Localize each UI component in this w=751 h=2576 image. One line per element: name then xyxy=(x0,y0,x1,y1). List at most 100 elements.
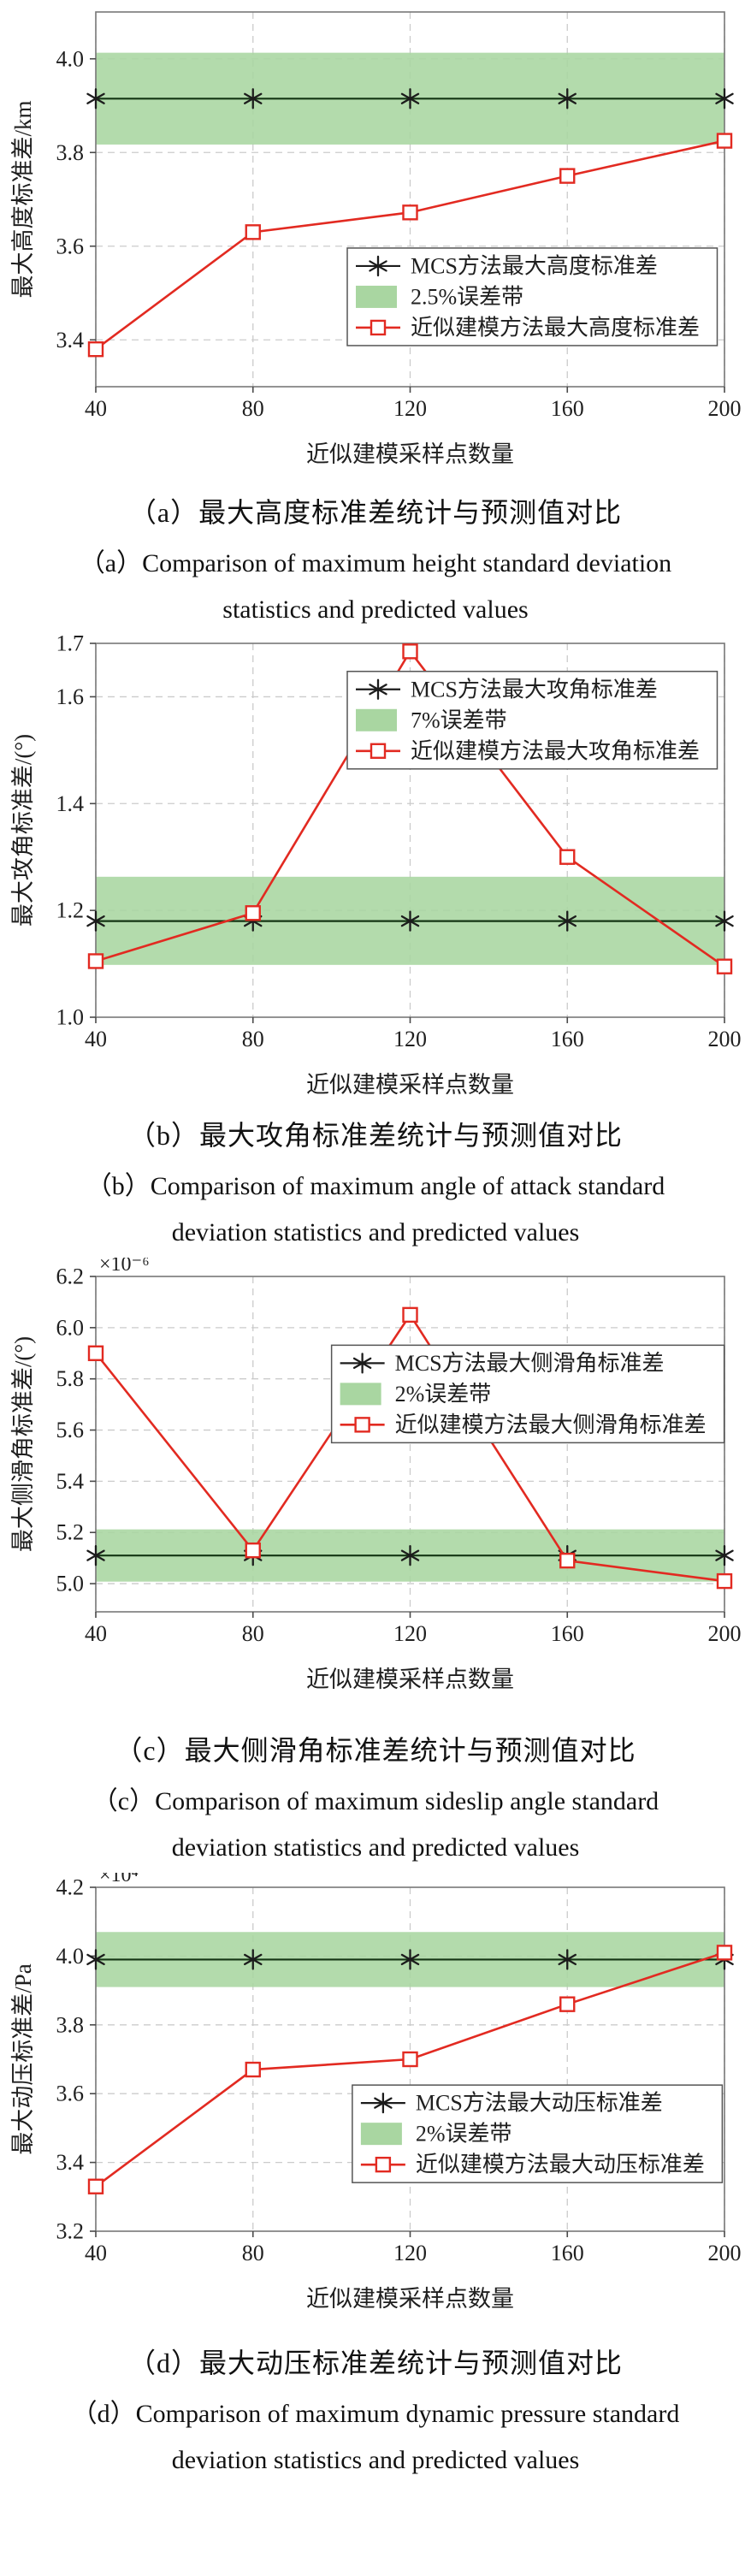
legend-label: 近似建模方法最大侧滑角标准差 xyxy=(395,1412,707,1437)
legend-label: 7%误差带 xyxy=(411,708,507,732)
svg-text:200: 200 xyxy=(708,2241,742,2265)
svg-text:6.2: 6.2 xyxy=(56,1264,85,1289)
axis-ticks xyxy=(90,57,725,393)
y-tick-labels: 3.4 3.6 3.8 4.0 xyxy=(56,46,85,352)
x-tick-labels: 40 80 120 160 200 xyxy=(85,1621,742,1646)
svg-text:200: 200 xyxy=(708,396,742,421)
caption-c-en-2: deviation statistics and predicted value… xyxy=(171,1833,580,1862)
y-axis-exponent: ×10⁴ xyxy=(99,1873,139,1886)
svg-text:3.6: 3.6 xyxy=(56,2082,85,2106)
y-axis-label: 最大侧滑角标准差/(°) xyxy=(10,1336,36,1552)
legend-label: MCS方法最大动压标准差 xyxy=(416,2091,663,2116)
mcs-series xyxy=(86,910,734,932)
svg-text:120: 120 xyxy=(393,2241,427,2265)
svg-text:4.0: 4.0 xyxy=(56,1944,85,1969)
y-axis-label: 最大动压标准差/Pa xyxy=(10,1963,36,2155)
figure-a-captions: （a）最大高度标准差统计与预测值对比 （a）Comparison of maxi… xyxy=(0,477,751,635)
x-axis-label: 近似建模采样点数量 xyxy=(306,441,514,467)
svg-text:5.8: 5.8 xyxy=(56,1366,85,1391)
y-tick-labels: 5.0 5.2 5.4 5.6 5.8 6.0 6.2 xyxy=(56,1264,85,1596)
legend-label: 2%误差带 xyxy=(416,2122,512,2147)
svg-text:80: 80 xyxy=(242,396,264,421)
axis-ticks xyxy=(90,1276,725,1618)
svg-text:40: 40 xyxy=(85,396,107,421)
svg-text:1.2: 1.2 xyxy=(56,898,85,923)
y-tick-labels: 1.0 1.2 1.4 1.6 1.7 xyxy=(56,635,85,1030)
chart-b-plot: MCS方法最大攻角标准差7%误差带近似建模方法最大攻角标准差1.01.21.41… xyxy=(10,635,742,1098)
figure-c: MCS方法最大侧滑角标准差 2%误差带 近似建模方法最大侧滑角标准差 5.0 5.2 5.… xyxy=(0,1258,751,1873)
caption-a-en-1: （a）Comparison of maximum height standard… xyxy=(79,549,672,577)
y-axis-label: 最大高度标准差/km xyxy=(10,100,36,298)
svg-text:160: 160 xyxy=(551,2241,584,2265)
caption-d-cn: （d）最大动压标准差统计与预测值对比 xyxy=(127,2348,623,2378)
legend-label: 近似建模方法最大攻角标准差 xyxy=(411,738,700,763)
legend-label: 2%误差带 xyxy=(395,1382,492,1406)
figure-a: MCS方法最大高度标准差 2.5%误差带 近似建模方法最大高度标准差 3.4 3.6 3.… xyxy=(0,0,751,635)
approx-series xyxy=(87,133,733,358)
figure-c-captions: （c）最大侧滑角标准差统计与预测值对比 （c）Comparison of max… xyxy=(0,1707,751,1873)
approx-series xyxy=(87,1306,733,1590)
svg-text:1.0: 1.0 xyxy=(56,1005,85,1030)
figure-d-captions: （d）最大动压标准差统计与预测值对比 （d）Comparison of maxi… xyxy=(0,2324,751,2485)
svg-text:200: 200 xyxy=(708,1621,742,1646)
svg-text:3.4: 3.4 xyxy=(56,328,85,352)
chart-a-plot: MCS方法最大高度标准差2.5%误差带近似建模方法最大高度标准差3.43.63.… xyxy=(10,11,742,467)
svg-text:40: 40 xyxy=(85,1027,107,1051)
y-tick-labels: 3.2 3.4 3.6 3.8 4.0 4.2 xyxy=(56,1875,85,2244)
svg-text:3.6: 3.6 xyxy=(56,234,85,258)
svg-text:1.6: 1.6 xyxy=(56,684,85,709)
axis-ticks xyxy=(90,1886,725,2237)
x-axis-label: 近似建模采样点数量 xyxy=(306,1667,514,1692)
x-axis-label: 近似建模采样点数量 xyxy=(306,2286,514,2312)
svg-text:4.2: 4.2 xyxy=(56,1875,85,1900)
figure-b: MCS方法最大攻角标准差 7%误差带 近似建模方法最大攻角标准差 1.0 1.2 1.4 1… xyxy=(0,635,751,1258)
figure-b-captions: （b）最大攻角标准差统计与预测值对比 （b）Comparison of maxi… xyxy=(0,1099,751,1258)
caption-a-cn: （a）最大高度标准差统计与预测值对比 xyxy=(128,497,623,528)
svg-text:80: 80 xyxy=(242,1621,264,1646)
svg-text:5.4: 5.4 xyxy=(56,1469,85,1494)
x-tick-labels: 40 80 120 160 200 xyxy=(85,396,742,421)
figure-d: MCS方法最大动压标准差 2%误差带 近似建模方法最大动压标准差 3.2 3.4 3.6 3… xyxy=(0,1873,751,2485)
svg-text:120: 120 xyxy=(393,1027,427,1051)
x-tick-labels: 40 80 120 160 200 xyxy=(85,1027,742,1051)
y-axis-label: 最大攻角标准差/(°) xyxy=(10,734,36,927)
svg-text:5.0: 5.0 xyxy=(56,1572,85,1596)
svg-text:5.6: 5.6 xyxy=(56,1418,85,1442)
svg-text:4.0: 4.0 xyxy=(56,46,85,71)
legend-label: 近似建模方法最大高度标准差 xyxy=(411,315,700,340)
caption-d-en-2: deviation statistics and predicted value… xyxy=(171,2446,580,2474)
legend-label: MCS方法最大侧滑角标准差 xyxy=(395,1351,665,1376)
svg-text:200: 200 xyxy=(708,1027,742,1051)
mcs-series xyxy=(86,88,734,110)
svg-text:3.2: 3.2 xyxy=(56,2219,85,2244)
legend-label: MCS方法最大攻角标准差 xyxy=(411,677,658,702)
svg-text:120: 120 xyxy=(393,1621,427,1646)
svg-text:160: 160 xyxy=(551,1027,584,1051)
svg-text:80: 80 xyxy=(242,1027,264,1051)
svg-text:3.4: 3.4 xyxy=(56,2150,85,2175)
caption-c-cn: （c）最大侧滑角标准差统计与预测值对比 xyxy=(115,1735,636,1766)
svg-text:160: 160 xyxy=(551,396,584,421)
caption-c-en-1: （c）Comparison of maximum sideslip angle … xyxy=(92,1787,659,1815)
svg-text:80: 80 xyxy=(242,2241,264,2265)
svg-text:40: 40 xyxy=(85,1621,107,1646)
chart-c-plot: MCS方法最大侧滑角标准差2%误差带近似建模方法最大侧滑角标准差5.05.25.… xyxy=(10,1258,742,1692)
svg-text:1.4: 1.4 xyxy=(56,791,85,816)
page: MCS方法最大高度标准差 2.5%误差带 近似建模方法最大高度标准差 3.4 3.6 3.… xyxy=(0,0,751,2485)
svg-text:3.8: 3.8 xyxy=(56,140,85,165)
svg-text:160: 160 xyxy=(551,1621,584,1646)
caption-a-en-2: statistics and predicted values xyxy=(222,595,529,624)
svg-text:1.7: 1.7 xyxy=(56,635,85,656)
approx-series xyxy=(87,643,733,974)
legend-label: MCS方法最大高度标准差 xyxy=(411,253,658,278)
approx-series xyxy=(87,1945,733,2194)
svg-text:5.2: 5.2 xyxy=(56,1520,85,1545)
x-tick-labels: 40 80 120 160 200 xyxy=(85,2241,742,2265)
caption-b-en-1: （b）Comparison of maximum angle of attack… xyxy=(86,1172,665,1200)
svg-text:6.0: 6.0 xyxy=(56,1315,85,1340)
axis-ticks xyxy=(90,643,725,1023)
